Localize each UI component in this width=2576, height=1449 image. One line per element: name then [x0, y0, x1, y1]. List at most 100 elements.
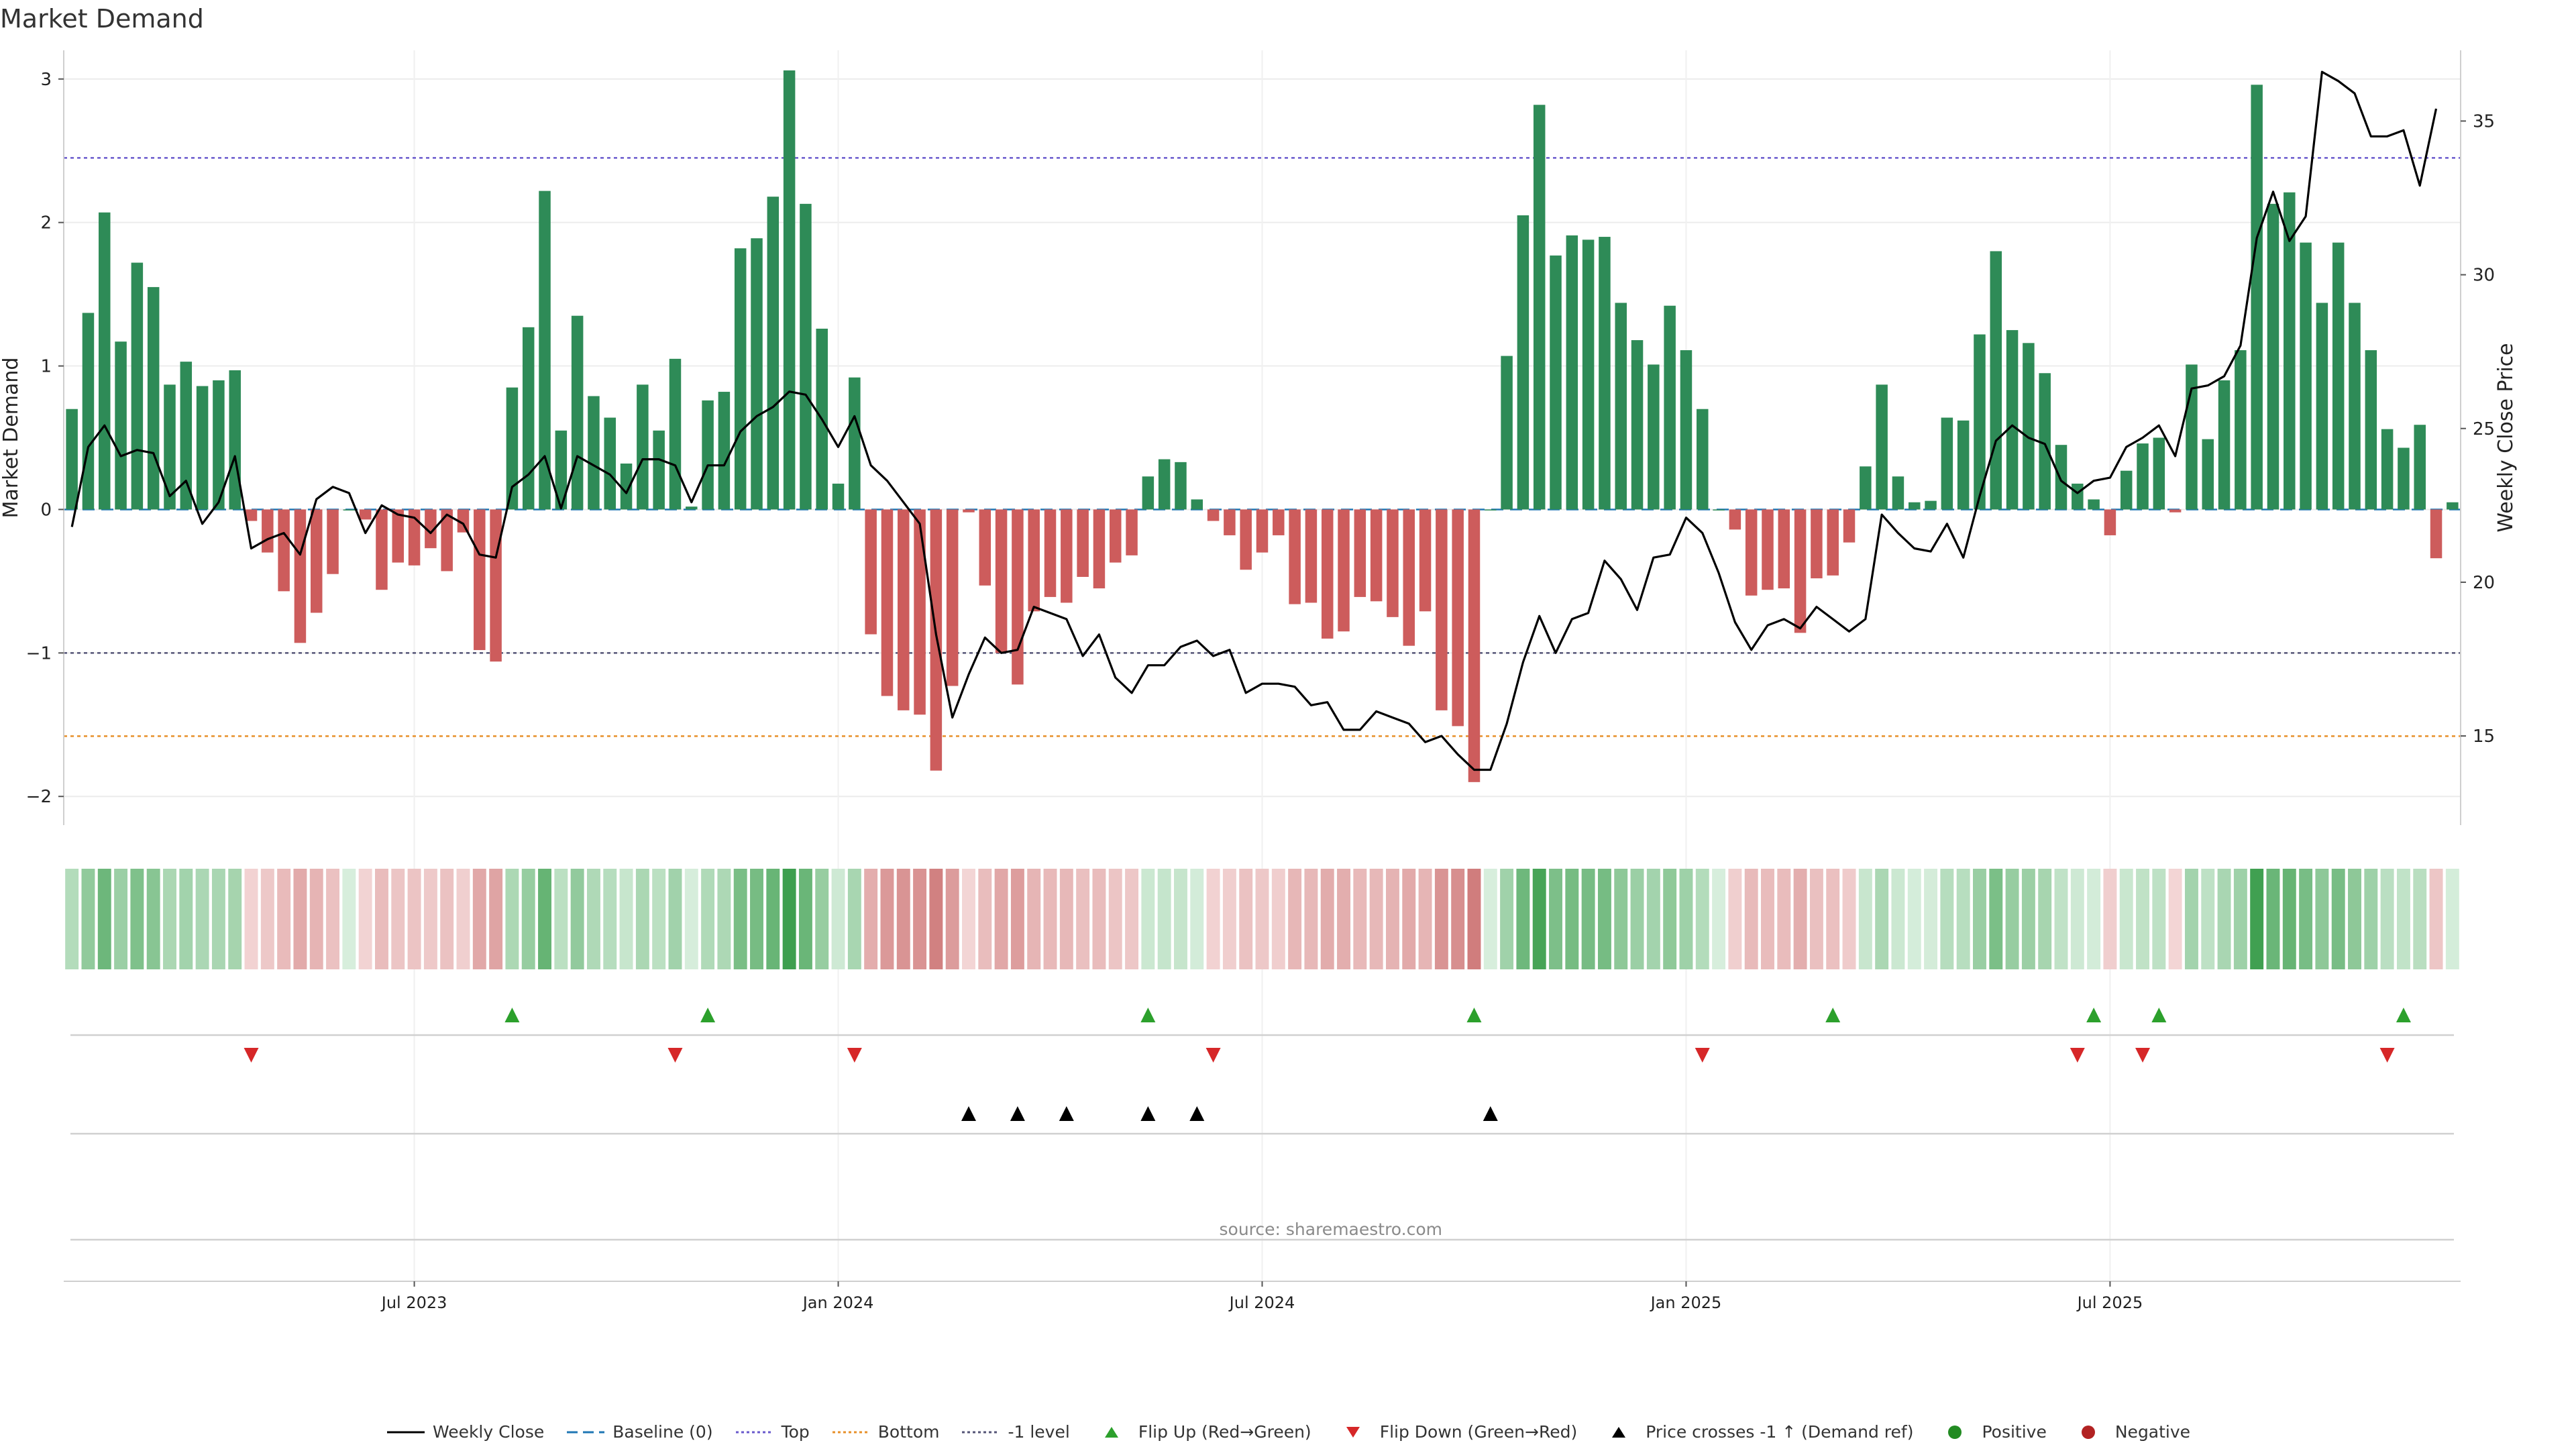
y-tick-label: 2 — [40, 213, 52, 233]
legend-item: Bottom — [831, 1422, 939, 1442]
demand-bar — [2072, 483, 2084, 510]
demand-bar — [1289, 509, 1301, 604]
heat-cell — [2005, 869, 2019, 969]
demand-bar — [2120, 470, 2133, 510]
legend-item: Flip Up (Red→Green) — [1091, 1422, 1311, 1442]
heat-cell — [1174, 869, 1187, 969]
demand-bar — [1142, 476, 1155, 510]
demand-bar — [474, 509, 486, 651]
swatch-tri-down — [1346, 1426, 1360, 1438]
price-cross-marker — [1483, 1106, 1498, 1121]
y-axis-title: Market Demand — [0, 358, 23, 519]
heat-cell — [2250, 869, 2264, 969]
heat-cell — [831, 869, 845, 969]
heat-cell — [864, 869, 878, 969]
heat-cell — [1418, 869, 1432, 969]
demand-bar — [310, 509, 323, 613]
demand-bar — [783, 70, 796, 510]
demand-bar — [1664, 305, 1676, 510]
heat-cell — [2021, 869, 2035, 969]
legend-swatch — [386, 1431, 425, 1433]
heat-cell — [1712, 869, 1726, 969]
demand-bar — [1240, 509, 1252, 570]
demand-bar — [2414, 425, 2426, 510]
demand-bar — [1550, 255, 1562, 510]
heat-cell — [1434, 869, 1448, 969]
legend-label: Price crosses -1 ↑ (Demand ref) — [1646, 1422, 1914, 1442]
demand-bar — [2349, 303, 2361, 510]
heat-cell — [1532, 869, 1546, 969]
flip-up-marker — [2151, 1008, 2167, 1022]
legend-label: -1 level — [1008, 1422, 1070, 1442]
heat-cell — [1369, 869, 1383, 969]
demand-bar — [718, 392, 731, 510]
heat-cell — [326, 869, 340, 969]
heat-cell — [81, 869, 95, 969]
x-tick-label: Jul 2023 — [380, 1293, 447, 1312]
demand-bar — [1175, 462, 1187, 510]
heat-cell — [1793, 869, 1807, 969]
demand-bar — [2447, 502, 2459, 510]
heat-cell — [293, 869, 307, 969]
demand-bar — [2300, 242, 2312, 510]
legend-swatch — [1104, 1426, 1118, 1438]
demand-bar — [1452, 509, 1464, 727]
x-tick-label: Jul 2024 — [1228, 1293, 1295, 1312]
demand-bar — [1762, 509, 1774, 590]
heat-cell — [717, 869, 731, 969]
y2-tick-label: 25 — [2473, 419, 2495, 439]
heat-cell — [603, 869, 617, 969]
demand-bar — [392, 509, 405, 563]
heat-cell — [2299, 869, 2313, 969]
legend-label: Top — [781, 1422, 810, 1442]
heat-cell — [2429, 869, 2443, 969]
demand-bar — [408, 509, 421, 566]
demand-bar — [914, 509, 926, 715]
heat-cell — [505, 869, 519, 969]
flip-up-marker — [504, 1008, 520, 1022]
heat-cell — [635, 869, 649, 969]
demand-bar — [1974, 334, 1986, 510]
legend-item: Price crosses -1 ↑ (Demand ref) — [1599, 1422, 1913, 1442]
heat-cell — [2168, 869, 2182, 969]
price-cross-marker — [1140, 1106, 1156, 1121]
price-cross-marker — [1189, 1106, 1205, 1121]
swatch-tri-cross — [1612, 1426, 1626, 1438]
demand-bar — [1403, 509, 1415, 646]
heat-cell — [1304, 869, 1318, 969]
heat-cell — [668, 869, 682, 969]
heat-cell — [1516, 869, 1530, 969]
heat-cell — [2315, 869, 2329, 969]
demand-bar — [327, 509, 339, 574]
heat-cell — [1956, 869, 1970, 969]
demand-bar — [441, 509, 453, 572]
heat-cell — [423, 869, 437, 969]
heat-cell — [880, 869, 894, 969]
demand-bar — [131, 262, 144, 510]
heat-cell — [913, 869, 927, 969]
heat-cell — [1891, 869, 1905, 969]
demand-bar — [2267, 203, 2279, 510]
heat-cell — [1597, 869, 1611, 969]
flip-down-marker — [2379, 1048, 2395, 1063]
heat-cell — [472, 869, 486, 969]
heat-cell — [1858, 869, 1872, 969]
legend-label: Flip Up (Red→Green) — [1138, 1422, 1311, 1442]
demand-bar — [1599, 237, 1611, 510]
heat-cell — [1989, 869, 2003, 969]
heat-cell — [554, 869, 568, 969]
heat-cell — [994, 869, 1008, 969]
heat-cell — [815, 869, 829, 969]
demand-bar — [767, 197, 780, 510]
heat-cell — [375, 869, 388, 969]
heat-cell — [978, 869, 992, 969]
y2-tick-label: 20 — [2473, 573, 2495, 593]
demand-bar — [2202, 439, 2214, 510]
heat-cell — [1565, 869, 1579, 969]
demand-bar — [1811, 509, 1823, 579]
y-tick-label: 0 — [40, 500, 52, 520]
heat-cell — [2136, 869, 2149, 969]
heat-cell — [2233, 869, 2247, 969]
heat-cell — [277, 869, 291, 969]
heat-cell — [1761, 869, 1774, 969]
